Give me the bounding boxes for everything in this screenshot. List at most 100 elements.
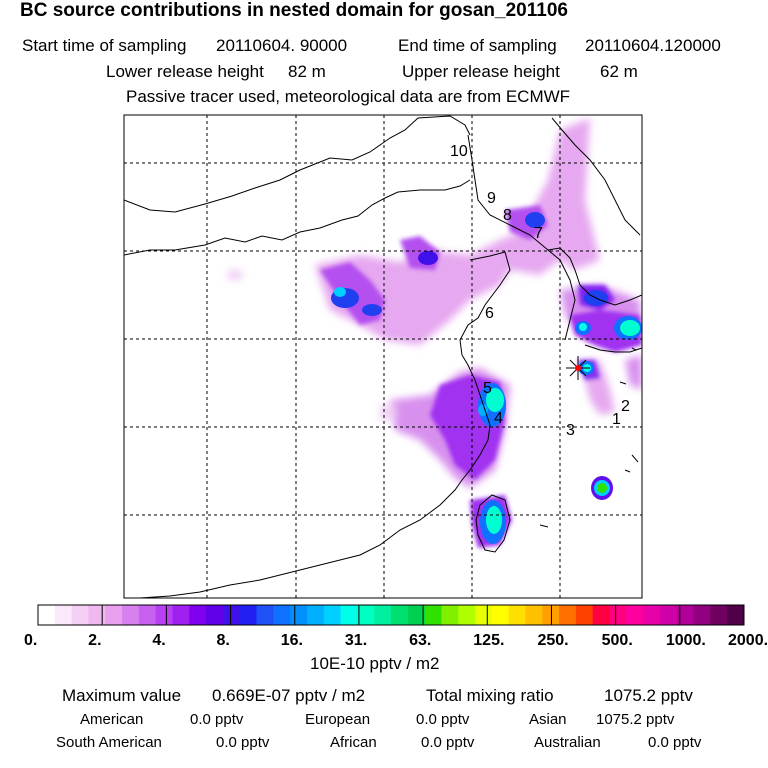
colorbar-swatch [559,605,577,625]
colorbar-swatch [391,605,409,625]
colorbar-swatch [374,605,392,625]
site-label: 8 [503,207,512,224]
lower-height-label: Lower release height [106,62,264,81]
colorbar-swatch [306,605,325,625]
colorbar-swatch [256,605,274,625]
colorbar-swatch [239,605,258,625]
colorbar-swatch [172,605,190,625]
colorbar-swatch [54,605,73,625]
start-time-value: 20110604. 90000 [216,36,348,55]
colorbar-swatch [155,605,173,625]
colorbar-swatch [340,605,358,625]
colorbar-swatch [206,605,224,625]
lower-height-value: 82 m [288,62,326,81]
region-name: South American [56,734,162,751]
colorbar-swatch [323,605,342,625]
site-label: 3 [566,422,575,439]
colorbar-swatch [138,605,157,625]
region-value: 1075.2 pptv [596,711,675,728]
plume-high [331,212,642,544]
map-frame [123,114,643,599]
colorbar-swatch [575,605,594,625]
colorbar-swatch [626,605,644,625]
colorbar-swatch [441,605,459,625]
region-name: American [80,711,144,728]
colorbar-tick-label: 63. [409,632,431,649]
colorbar-swatch [693,605,711,625]
colorbar-tick-label: 125. [473,632,504,649]
colorbar-tick-label: 8. [217,632,230,649]
colorbar-tick-label: 31. [345,632,367,649]
region-value: 0.0 pptv [416,711,470,728]
colorbar-swatch [475,605,493,625]
colorbar-units: 10E-10 pptv / m2 [310,654,440,673]
total-mixing-label: Total mixing ratio [426,686,554,705]
colorbar [37,604,745,626]
colorbar-swatch [710,605,728,625]
region-name: Asian [529,711,567,728]
colorbar-swatch [222,605,241,625]
colorbar-swatch [189,605,207,625]
site-label: 9 [487,190,496,207]
colorbar-swatch [71,605,89,625]
region-value: 0.0 pptv [421,734,475,751]
colorbar-ticks: 0. 2. 4. 8. 16. 31. 63. 125. 250. 500. 1000. 2000. [24,605,768,649]
region-value: 0.0 pptv [216,734,270,751]
colorbar-tick-label: 500. [602,632,633,649]
colorbar-swatch [542,605,560,625]
colorbar-swatch [525,605,543,625]
receptor-star-icon [566,356,590,380]
max-value-label: Maximum value [62,686,182,705]
site-label: 10 [450,143,468,160]
colorbar-swatch [676,605,695,625]
colorbar-swatch [273,605,291,625]
region-name: European [305,711,371,728]
region-name: Australian [534,734,601,751]
colorbar-tick-label: 2000. [728,632,768,649]
colorbar-swatch [643,605,661,625]
colorbar-tick-label: 4. [152,632,165,649]
colorbar-swatch [424,605,442,625]
end-time-value: 20110604.120000 [585,36,721,55]
colorbar-tick-label: 250. [537,632,568,649]
colorbar-swatch [88,605,106,625]
max-value: 0.669E-07 pptv / m2 [212,686,366,705]
colorbar-swatch [407,605,426,625]
region-value: 0.0 pptv [190,711,244,728]
site-label: 5 [483,380,492,397]
lat-lon-grid [124,115,642,598]
colorbar-swatch [609,605,627,625]
start-time-label: Start time of sampling [22,36,187,55]
colorbar-swatch [491,605,510,625]
colorbar-swatch [659,605,678,625]
colorbar-swatch [290,605,308,625]
site-label: 1 [612,411,621,428]
colorbar-swatch [105,605,123,625]
colorbar-swatch [122,605,140,625]
upper-height-value: 62 m [600,62,638,81]
colorbar-swatch [38,605,56,625]
site-label: 6 [485,305,494,322]
upper-height-label: Upper release height [402,62,560,81]
site-label: 2 [621,398,630,415]
tracer-note: Passive tracer used, meteorological data… [126,87,571,106]
colorbar-swatch [727,605,745,625]
colorbar-swatch [508,605,526,625]
total-mixing-value: 1075.2 pptv [604,686,693,705]
chart-title: BC source contributions in nested domain… [20,0,568,21]
colorbar-swatch [357,605,375,625]
colorbar-swatch [592,605,611,625]
colorbar-tick-label: 1000. [666,632,706,649]
site-label: 4 [494,410,503,427]
coastlines [124,115,642,598]
colorbar-swatch [458,605,476,625]
region-name: African [330,734,377,751]
colorbar-tick-label: 2. [88,632,101,649]
site-label: 7 [534,225,543,242]
colorbar-tick-label: 16. [281,632,303,649]
region-value: 0.0 pptv [648,734,702,751]
colorbar-tick-label: 0. [24,632,37,649]
end-time-label: End time of sampling [398,36,557,55]
